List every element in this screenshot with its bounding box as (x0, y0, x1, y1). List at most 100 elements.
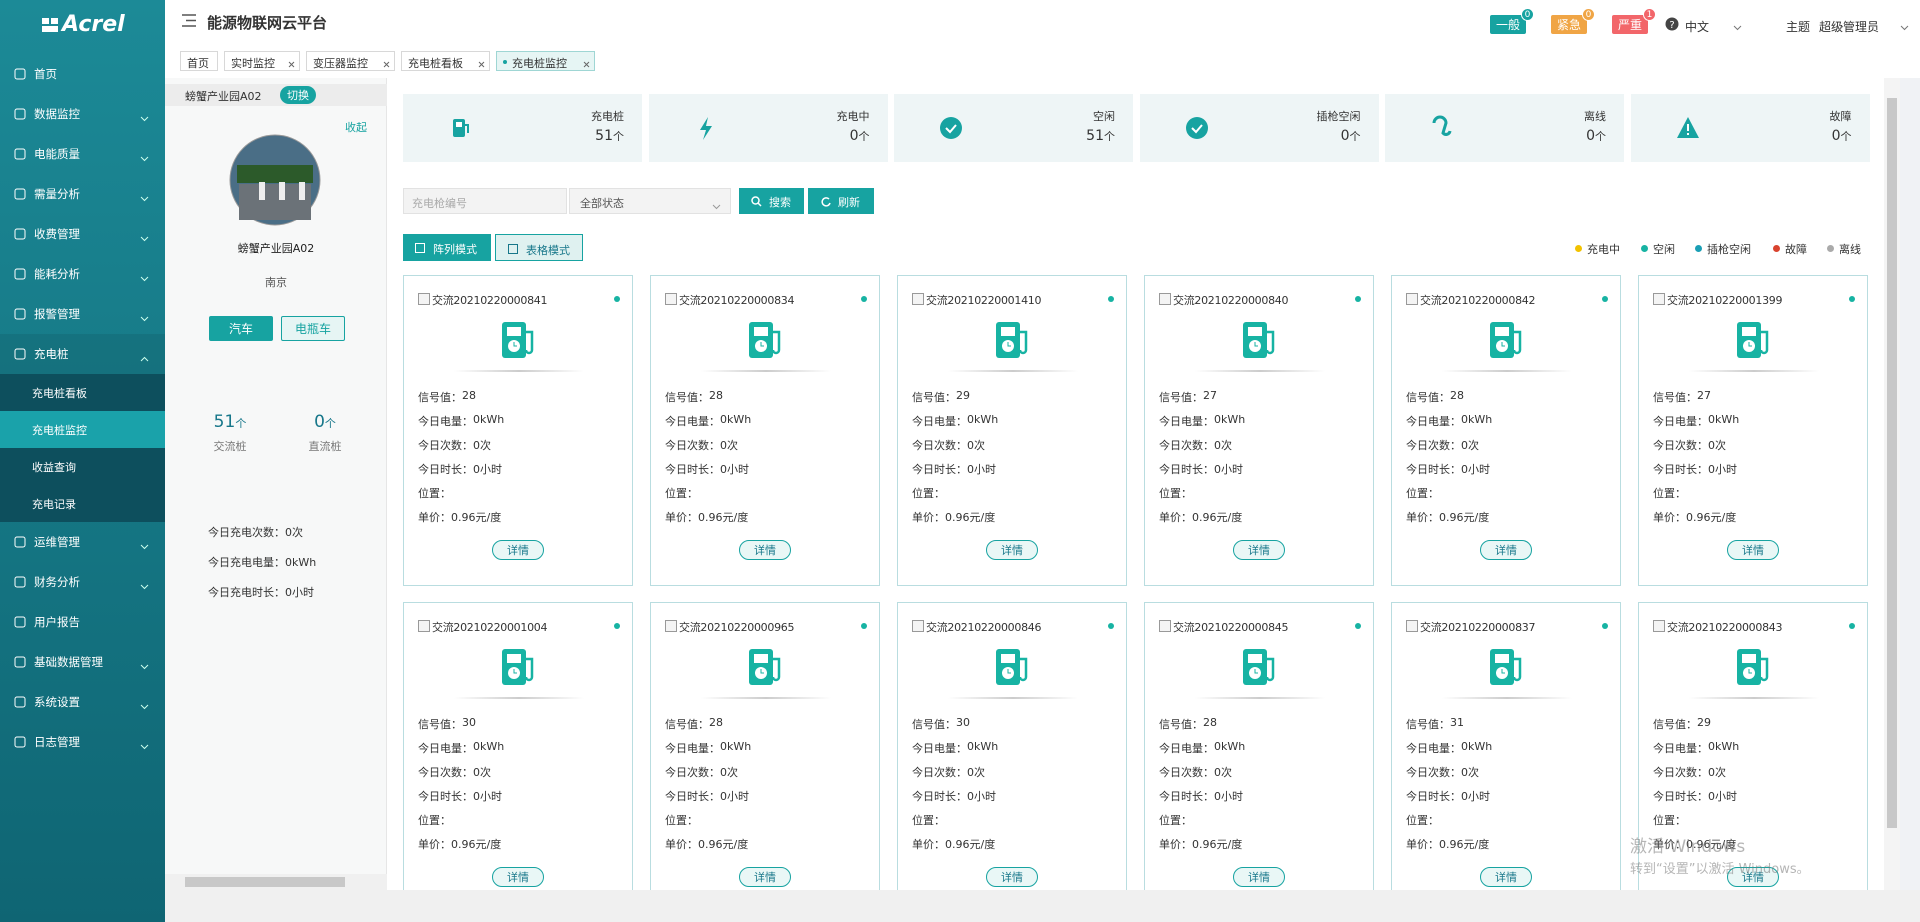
vehicle-button[interactable]: 电瓶车 (281, 316, 345, 341)
pile-card[interactable]: 交流20210220000841 信号值： 28 今日电量： 0kWh 今日次数： 0次 今日… (403, 275, 633, 586)
menu-item[interactable]: 需量分析 (0, 174, 165, 214)
detail-button[interactable]: 详情 (1727, 867, 1779, 887)
menu-item[interactable]: 系统设置 (0, 682, 165, 722)
pile-card[interactable]: 交流20210220000965 信号值： 28 今日电量： 0kWh 今日次数： 0次 今日… (650, 602, 880, 890)
checkbox[interactable] (665, 293, 677, 305)
menu-item[interactable]: 电能质量 (0, 134, 165, 174)
field-value: 0次 (1461, 439, 1479, 452)
scroll-thumb[interactable] (185, 877, 345, 887)
submenu-label: 充电记录 (32, 498, 76, 511)
detail-button[interactable]: 详情 (1233, 540, 1285, 560)
field-value: 0小时 (720, 463, 749, 476)
detail-button[interactable]: 详情 (986, 540, 1038, 560)
submenu-item[interactable]: 充电记录 (0, 485, 165, 522)
detail-button[interactable]: 详情 (739, 540, 791, 560)
checkbox[interactable] (418, 293, 430, 305)
detail-button[interactable]: 详情 (492, 540, 544, 560)
detail-button[interactable]: 详情 (492, 867, 544, 887)
checkbox[interactable] (1406, 293, 1418, 305)
search-input[interactable]: 充电枪编号 (403, 188, 567, 214)
menu-toggle[interactable] (182, 14, 196, 27)
mode-button[interactable]: 表格模式 (495, 234, 583, 261)
pile-id: 交流20210220000841 (432, 294, 548, 307)
detail-button[interactable]: 详情 (1727, 540, 1779, 560)
menu-item[interactable]: 数据监控 (0, 94, 165, 134)
pile-card[interactable]: 交流20210220000837 信号值： 31 今日电量： 0kWh 今日次数： 0次 今日… (1391, 602, 1621, 890)
alert-button[interactable]: 严重 (1612, 15, 1648, 34)
menu-item[interactable]: 能耗分析 (0, 254, 165, 294)
checkbox[interactable] (1406, 620, 1418, 632)
checkbox[interactable] (1159, 620, 1171, 632)
menu-item[interactable]: 运维管理 (0, 522, 165, 562)
pile-shadow (701, 370, 831, 372)
field-value: 0小时 (1461, 463, 1490, 476)
menu-item[interactable]: 报警管理 (0, 294, 165, 334)
svg-text:?: ? (1669, 20, 1674, 31)
checkbox[interactable] (1653, 620, 1665, 632)
menu-item[interactable]: 财务分析 (0, 562, 165, 602)
tab[interactable]: 充电桩监控 (496, 51, 595, 71)
submenu-item[interactable]: 收益查询 (0, 448, 165, 485)
field-value: 0.96元/度 (945, 511, 996, 524)
menu-item[interactable]: 收费管理 (0, 214, 165, 254)
pile-card[interactable]: 交流20210220000845 信号值： 28 今日电量： 0kWh 今日次数： 0次 今日… (1144, 602, 1374, 890)
vehicle-button[interactable]: 汽车 (209, 316, 273, 341)
field-label: 信号值： (912, 391, 956, 404)
platform-title: 能源物联网云平台 (207, 14, 328, 32)
scroll-thumb[interactable] (1887, 98, 1897, 828)
theme[interactable]: 主题 (1786, 20, 1811, 34)
pile-card[interactable]: 交流20210220000843 信号值： 29 今日电量： 0kWh 今日次数： 0次 今日… (1638, 602, 1868, 890)
detail-button[interactable]: 详情 (986, 867, 1038, 887)
tab[interactable]: 实时监控 (224, 51, 300, 71)
tab[interactable]: 充电桩看板 (401, 51, 490, 71)
collapse-link[interactable]: 收起 (345, 121, 367, 134)
pile-card[interactable]: 交流20210220000842 信号值： 28 今日电量： 0kWh 今日次数： 0次 今日… (1391, 275, 1621, 586)
field-value: 27 (1203, 389, 1217, 402)
detail-button[interactable]: 详情 (1480, 540, 1532, 560)
pile-icon (500, 320, 538, 362)
user[interactable]: 超级管理员 (1819, 20, 1880, 34)
switch-button[interactable]: 切换 (280, 86, 316, 104)
status-select[interactable]: 全部状态 (569, 188, 731, 214)
field-label: 今日时长： (1653, 790, 1708, 803)
pile-shadow (701, 697, 831, 699)
detail-button[interactable]: 详情 (1480, 867, 1532, 887)
alert-button[interactable]: 紧急 (1551, 15, 1587, 34)
pile-card[interactable]: 交流20210220000834 信号值： 28 今日电量： 0kWh 今日次数： 0次 今日… (650, 275, 880, 586)
pile-card[interactable]: 交流20210220000840 信号值： 27 今日电量： 0kWh 今日次数： 0次 今日… (1144, 275, 1374, 586)
field-value: 31 (1450, 716, 1464, 729)
detail-button[interactable]: 详情 (739, 867, 791, 887)
action-button[interactable]: 搜索 (739, 188, 804, 214)
detail-button[interactable]: 详情 (1233, 867, 1285, 887)
checkbox[interactable] (1653, 293, 1665, 305)
menu-item[interactable]: 首页 (0, 54, 165, 94)
pile-card[interactable]: 交流20210220000846 信号值： 30 今日电量： 0kWh 今日次数： 0次 今日… (897, 602, 1127, 890)
pile-id: 交流20210220000840 (1173, 294, 1289, 307)
submenu-item[interactable]: 充电桩看板 (0, 374, 165, 411)
tab[interactable]: 变压器监控 (306, 51, 395, 71)
mode-button[interactable]: 阵列模式 (403, 234, 491, 261)
checkbox[interactable] (665, 620, 677, 632)
checkbox[interactable] (418, 620, 430, 632)
action-button[interactable]: 刷新 (808, 188, 874, 214)
menu-item[interactable]: 充电桩 (0, 334, 165, 374)
scrollbar[interactable] (1884, 78, 1900, 890)
pile-card[interactable]: 交流20210220001410 信号值： 29 今日电量： 0kWh 今日次数： 0次 今日… (897, 275, 1127, 586)
help-icon: ? (1665, 17, 1679, 31)
language[interactable]: 中文 (1685, 20, 1710, 34)
tab[interactable]: 首页 (180, 51, 218, 71)
checkbox[interactable] (912, 620, 924, 632)
submenu-item[interactable]: 充电桩监控 (0, 411, 165, 448)
menu-item[interactable]: 用户报告 (0, 602, 165, 642)
menu-item[interactable]: 基础数据管理 (0, 642, 165, 682)
alert-button[interactable]: 一般 (1490, 15, 1526, 34)
checkbox[interactable] (912, 293, 924, 305)
menu-item[interactable]: 日志管理 (0, 722, 165, 762)
field-label: 信号值： (1653, 718, 1697, 731)
stat-value: 0 (314, 412, 325, 432)
horizontal-scrollbar[interactable] (165, 874, 387, 890)
field-value: 0小时 (720, 790, 749, 803)
pile-card[interactable]: 交流20210220001004 信号值： 30 今日电量： 0kWh 今日次数： 0次 今日… (403, 602, 633, 890)
pile-card[interactable]: 交流20210220001399 信号值： 27 今日电量： 0kWh 今日次数： 0次 今日… (1638, 275, 1868, 586)
checkbox[interactable] (1159, 293, 1171, 305)
